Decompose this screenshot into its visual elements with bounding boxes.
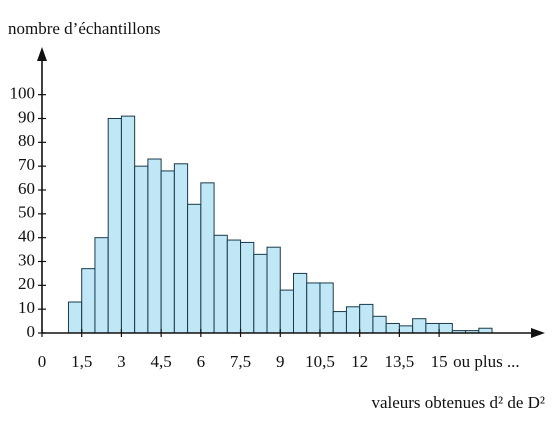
bar <box>173 163 189 334</box>
x-tick-label: 4,5 <box>151 352 172 371</box>
x-tick-label: 1,5 <box>71 352 92 371</box>
y-tick-label: 80 <box>18 131 35 150</box>
bar <box>385 322 400 334</box>
y-tick-label: 70 <box>18 155 35 174</box>
y-tick-label: 10 <box>18 298 35 317</box>
y-axis-arrow <box>37 47 47 61</box>
y-tick-label: 90 <box>18 107 35 126</box>
bar <box>372 315 387 334</box>
bar <box>226 239 242 334</box>
y-tick-label: 20 <box>18 274 35 293</box>
bar <box>319 282 334 334</box>
x-tick-label: 6 <box>197 352 206 371</box>
y-tick-label: 40 <box>18 227 35 246</box>
y-tick-label: 30 <box>18 250 35 269</box>
bar <box>306 282 321 334</box>
x-tick-label: 7,5 <box>230 352 251 371</box>
bar <box>94 237 109 334</box>
x-axis-arrow <box>531 328 545 338</box>
bar <box>332 311 347 334</box>
bar <box>240 241 255 334</box>
bar <box>398 325 414 334</box>
bar <box>213 234 228 334</box>
x-axis-label: valeurs obtenues d² de D² <box>371 393 545 412</box>
x-tick-label: 10,5 <box>305 352 335 371</box>
x-tick-label: 0 <box>38 352 47 371</box>
bar <box>120 115 136 334</box>
bar <box>147 158 162 334</box>
bar <box>412 318 427 334</box>
y-axis-label: nombre d’échantillons <box>8 19 161 38</box>
bar <box>160 170 175 334</box>
annotation: ou plus ... <box>453 352 520 371</box>
y-tick-label: 50 <box>18 203 35 222</box>
bar <box>67 301 83 334</box>
x-tick-label: 3 <box>117 352 126 371</box>
y-tick-label: 0 <box>27 322 36 341</box>
bar <box>279 289 294 334</box>
x-tick-label: 12 <box>351 352 368 371</box>
y-tick-label: 60 <box>18 179 35 198</box>
bar <box>293 272 308 334</box>
bar <box>438 322 453 334</box>
bar <box>345 306 361 334</box>
x-tick-label: 9 <box>276 352 285 371</box>
x-tick-label: 15 <box>431 352 448 371</box>
bar <box>107 118 122 334</box>
bar <box>359 303 374 334</box>
bar <box>425 322 440 334</box>
bar <box>187 203 202 334</box>
bar <box>134 165 149 334</box>
bar <box>266 246 281 334</box>
bar <box>200 182 215 334</box>
bar <box>253 253 268 334</box>
x-tick-label: 13,5 <box>385 352 415 371</box>
bar <box>81 268 96 334</box>
y-tick-label: 100 <box>10 84 36 103</box>
